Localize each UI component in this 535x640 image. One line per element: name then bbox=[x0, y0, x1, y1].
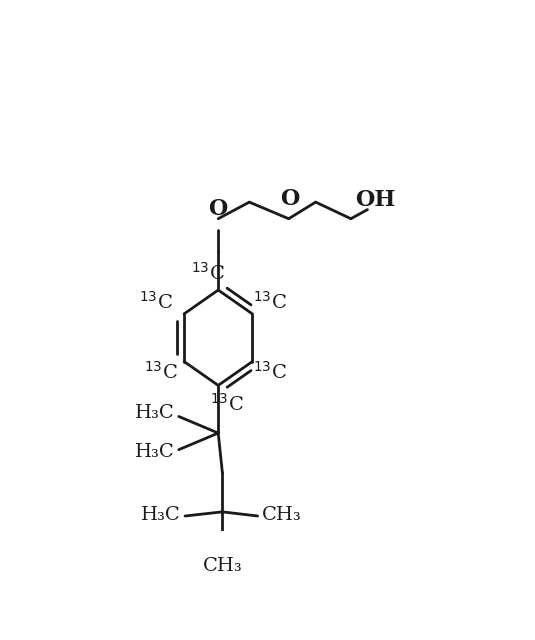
Text: O: O bbox=[280, 188, 299, 209]
Text: $^{13}$C: $^{13}$C bbox=[253, 361, 287, 383]
Text: $^{13}$C: $^{13}$C bbox=[191, 262, 225, 284]
Text: CH₃: CH₃ bbox=[202, 557, 242, 575]
Text: $^{13}$C: $^{13}$C bbox=[210, 393, 243, 415]
Text: $^{13}$C: $^{13}$C bbox=[144, 361, 178, 383]
Text: H₃C: H₃C bbox=[135, 404, 174, 422]
Text: $^{13}$C: $^{13}$C bbox=[139, 291, 173, 312]
Text: O: O bbox=[208, 198, 227, 220]
Text: H₃C: H₃C bbox=[141, 506, 181, 524]
Text: CH₃: CH₃ bbox=[262, 506, 302, 524]
Text: $^{13}$C: $^{13}$C bbox=[253, 291, 287, 312]
Text: H₃C: H₃C bbox=[135, 443, 174, 461]
Text: OH: OH bbox=[355, 189, 395, 211]
